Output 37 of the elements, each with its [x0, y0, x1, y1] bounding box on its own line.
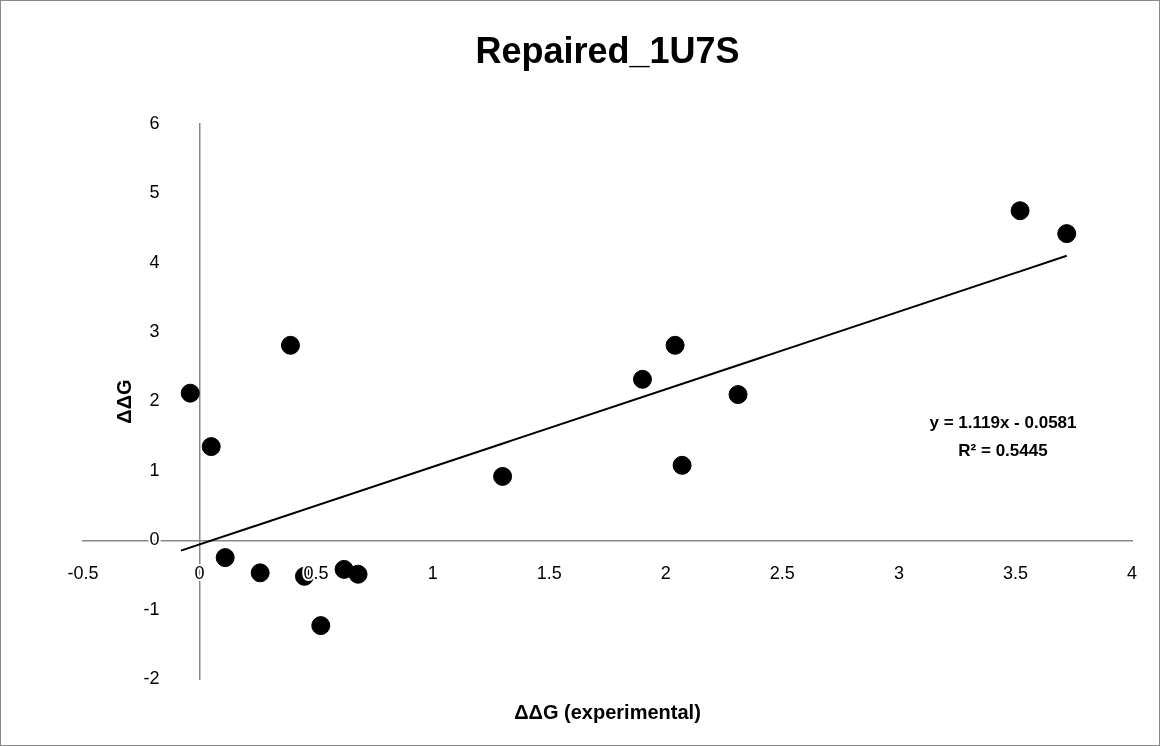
- x-axis-title: ΔΔG (experimental): [514, 700, 701, 723]
- y-tick-label: 4: [149, 251, 160, 272]
- point: [672, 455, 692, 475]
- y-tick-label: 5: [149, 182, 160, 203]
- point: [250, 563, 270, 583]
- annotation: R² = 0.5445: [958, 440, 1048, 460]
- point: [201, 437, 221, 457]
- chart-title: Repaired_1U7S: [475, 29, 740, 71]
- x-tick-label: 3.5: [1002, 563, 1028, 584]
- y-tick-label: 2: [149, 390, 160, 411]
- y-tick-label: 0: [149, 529, 160, 550]
- y-tick-label: 1: [149, 459, 160, 480]
- point: [1010, 201, 1030, 221]
- point: [728, 385, 748, 405]
- x-tick-label: 0: [194, 563, 205, 584]
- x-tick-label: 1.5: [536, 563, 562, 584]
- point: [1057, 224, 1077, 244]
- x-tick-label: 3: [893, 563, 904, 584]
- point: [180, 383, 200, 403]
- x-tick-label: 4: [1126, 563, 1138, 584]
- x-tick-label: 2.5: [769, 563, 795, 584]
- y-tick-label: 3: [149, 321, 160, 342]
- x-tick-label: 2: [660, 563, 671, 584]
- x-tick-label: -0.5: [67, 563, 99, 584]
- point: [665, 335, 685, 355]
- y-tick-label: -2: [143, 667, 160, 688]
- y-tick-label: 6: [149, 112, 160, 133]
- point: [311, 616, 331, 636]
- point: [348, 564, 368, 584]
- annotation: y = 1.119x - 0.0581: [929, 412, 1077, 432]
- point: [493, 466, 513, 486]
- point: [632, 369, 652, 389]
- y-axis-title: ΔΔG: [112, 379, 135, 424]
- y-tick-label: -1: [143, 598, 160, 619]
- point: [280, 335, 300, 355]
- point: [215, 548, 235, 568]
- x-tick-label: 1: [427, 563, 438, 584]
